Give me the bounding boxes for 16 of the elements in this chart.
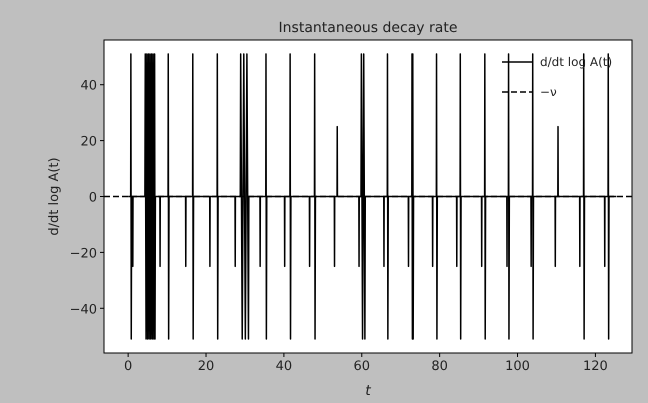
x-tick-label: 20 (198, 359, 214, 374)
x-tick-label: 100 (505, 359, 530, 374)
y-tick-label: −40 (70, 302, 97, 318)
y-tick-label: 40 (80, 78, 97, 94)
y-axis-title: d/dt log A(t) (47, 157, 62, 236)
x-tick-label: 0 (124, 359, 132, 374)
x-tick-label: 40 (276, 359, 292, 374)
x-tick-label: 120 (582, 359, 608, 374)
y-tick-label: −20 (70, 246, 97, 262)
x-tick-label: 60 (353, 359, 370, 374)
chart-title: Instantaneous decay rate (278, 20, 458, 36)
x-axis-title: t (365, 383, 372, 399)
x-tick-label: 80 (431, 359, 448, 374)
legend-label: −ν (540, 85, 558, 99)
y-tick-label: 20 (80, 134, 97, 150)
y-tick-label: 0 (88, 190, 97, 206)
